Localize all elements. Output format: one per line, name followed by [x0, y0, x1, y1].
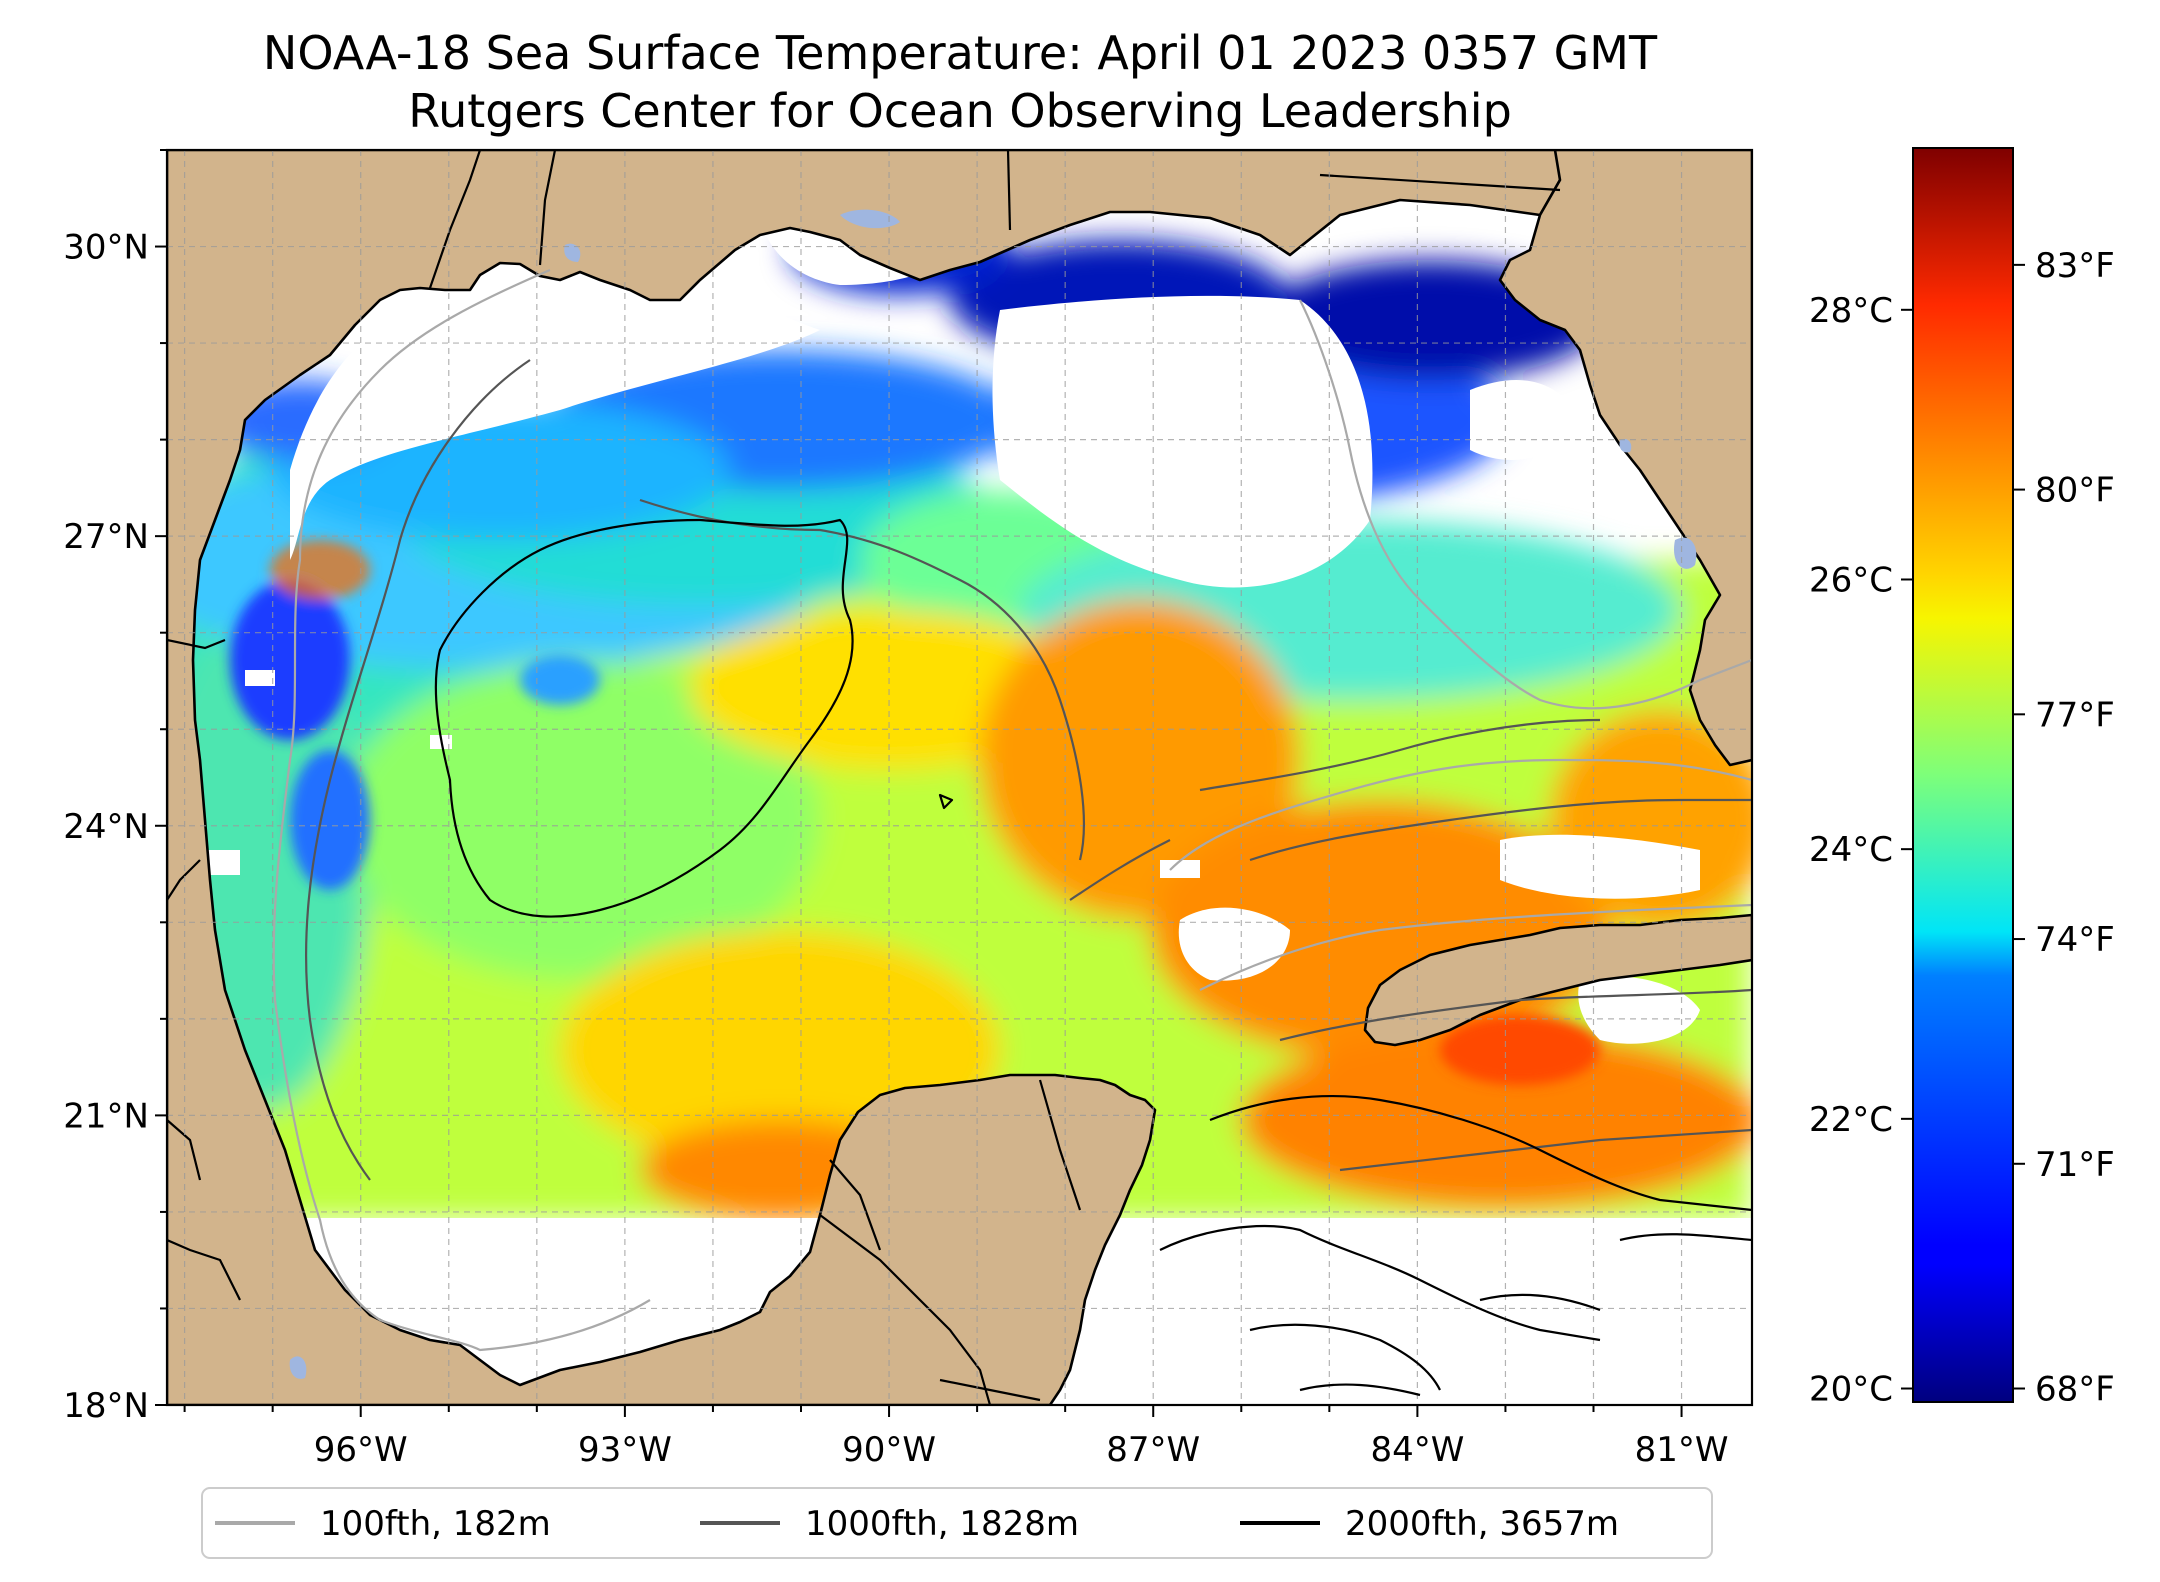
lat-tick-label: 21°N [63, 1096, 149, 1136]
celsius-tick-label: 24°C [1809, 830, 1893, 870]
legend-label: 100fth, 182m [320, 1504, 551, 1544]
fahrenheit-tick-label: 80°F [2035, 471, 2115, 511]
lon-tick-label: 96°W [314, 1430, 408, 1470]
lon-tick-label: 84°W [1370, 1430, 1464, 1470]
fahrenheit-tick-label: 77°F [2035, 695, 2115, 735]
contour-100fth [272, 268, 1752, 1352]
lat-tick-label: 30°N [63, 228, 149, 268]
chart-title: NOAA-18 Sea Surface Temperature: April 0… [262, 26, 1658, 80]
map-area [167, 150, 1752, 1405]
sst-field [167, 205, 1752, 1220]
celsius-tick-label: 28°C [1809, 291, 1893, 331]
fahrenheit-tick-label: 68°F [2035, 1370, 2115, 1410]
celsius-tick-label: 26°C [1809, 560, 1893, 600]
contour-1000fth [304, 359, 1752, 1181]
bathymetry-contours [272, 268, 1752, 1397]
legend: 100fth, 182m 1000fth, 1828m 2000fth, 3657m [201, 1487, 1713, 1559]
political-borders [167, 150, 1561, 1405]
latitude-axis: 18°N 21°N 24°N 27°N 30°N [63, 149, 167, 1426]
fahrenheit-tick-label: 74°F [2035, 920, 2115, 960]
colorbar-gradient [1912, 147, 2014, 1403]
colorbar: 20°C 22°C 24°C 26°C 28°C 68°F 71°F 74°F 77°F 80°… [1809, 147, 2115, 1410]
lon-tick-label: 90°W [842, 1430, 936, 1470]
land [167, 150, 1752, 1405]
lon-tick-label: 81°W [1635, 1430, 1729, 1470]
legend-label: 2000fth, 3657m [1345, 1504, 1619, 1544]
grid-lines [167, 150, 1752, 1405]
contour-2000fth [434, 518, 1752, 1397]
colorbar-fahrenheit-axis: 68°F 71°F 74°F 77°F 80°F 83°F [2013, 246, 2115, 1410]
lon-tick-label: 93°W [578, 1430, 672, 1470]
map-frame [165, 148, 1754, 1407]
legend-label: 1000fth, 1828m [805, 1504, 1079, 1544]
lat-tick-label: 24°N [63, 807, 149, 847]
lon-tick-label: 87°W [1106, 1430, 1200, 1470]
celsius-tick-label: 20°C [1809, 1370, 1893, 1410]
chart-subtitle: Rutgers Center for Ocean Observing Leade… [408, 84, 1512, 138]
fahrenheit-tick-label: 71°F [2035, 1145, 2115, 1185]
colorbar-celsius-axis: 20°C 22°C 24°C 26°C 28°C [1809, 291, 1913, 1410]
fahrenheit-tick-label: 83°F [2035, 246, 2115, 286]
celsius-tick-label: 22°C [1809, 1100, 1893, 1140]
longitude-axis: 96°W 93°W 90°W 87°W 84°W 81°W [183, 1405, 1729, 1470]
lat-tick-label: 27°N [63, 517, 149, 557]
lat-tick-label: 18°N [63, 1386, 149, 1426]
legend-box [201, 1487, 1713, 1559]
